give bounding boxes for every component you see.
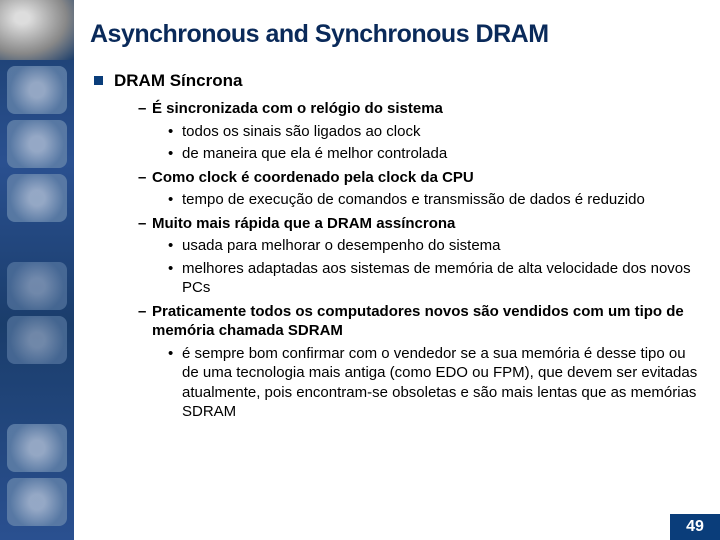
bullet-level-2: Praticamente todos os computadores novos… (138, 302, 702, 341)
hardware-icon (7, 66, 67, 114)
bullet-level-3: de maneira que ela é melhor controlada (166, 144, 702, 164)
hardware-icon (7, 478, 67, 526)
bullet-level-2: Muito mais rápida que a DRAM assíncrona (138, 214, 702, 234)
bullet-level-3: todos os sinais são ligados ao clock (166, 122, 702, 142)
hardware-icon (7, 120, 67, 168)
slide-title: Asynchronous and Synchronous DRAM (90, 20, 702, 49)
slide-content: Asynchronous and Synchronous DRAM DRAM S… (90, 20, 702, 520)
bullet-level-3: usada para melhorar o desempenho do sist… (166, 236, 702, 256)
bullet-list: É sincronizada com o relógio do sistema t… (90, 99, 702, 422)
hardware-icon (7, 424, 67, 472)
hardware-icon (0, 0, 74, 60)
bullet-level-2: Como clock é coordenado pela clock da CP… (138, 168, 702, 188)
hardware-icon (7, 316, 67, 364)
bullet-level-3: melhores adaptadas aos sistemas de memór… (166, 259, 702, 298)
page-number-badge: 49 (670, 514, 720, 540)
bullet-level-3: tempo de execução de comandos e transmis… (166, 190, 702, 210)
sidebar-decoration (0, 0, 74, 540)
bullet-level-2: É sincronizada com o relógio do sistema (138, 99, 702, 119)
section-heading: DRAM Síncrona (114, 71, 702, 91)
hardware-icon (7, 262, 67, 310)
hardware-icon (7, 174, 67, 222)
bullet-level-3: é sempre bom confirmar com o vendedor se… (166, 344, 702, 422)
